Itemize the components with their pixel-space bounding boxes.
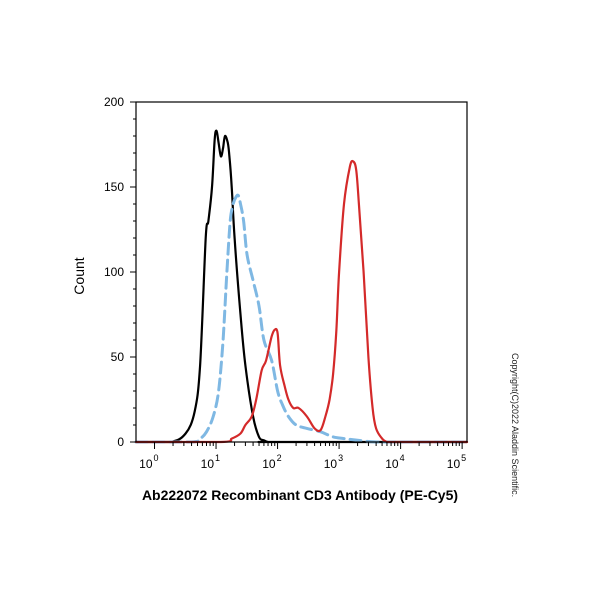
plot-frame <box>135 101 468 443</box>
y-axis-title: Count <box>71 257 87 294</box>
x-axis-title: Ab222072 Recombinant CD3 Antibody (PE-Cy… <box>142 487 458 503</box>
histogram-series-2 <box>134 193 469 444</box>
y-axis: 0 50 100 150 200 <box>104 95 136 449</box>
histogram-series-1 <box>134 129 469 444</box>
x-tick-exponent: 1 <box>215 453 220 463</box>
x-tick-base: 10 <box>201 457 215 471</box>
y-tick-label: 50 <box>111 350 125 364</box>
x-tick-base: 10 <box>139 457 153 471</box>
x-tick-label: 10 4 <box>385 453 404 471</box>
x-tick-exponent: 4 <box>400 453 405 463</box>
x-tick-exponent: 3 <box>338 453 343 463</box>
y-tick-label: 150 <box>104 180 124 194</box>
x-tick-base: 10 <box>385 457 399 471</box>
y-tick-label: 0 <box>117 435 124 449</box>
x-tick-label: 10 2 <box>262 453 281 471</box>
x-tick-exponent: 5 <box>461 453 466 463</box>
x-tick-label: 10 0 <box>139 453 158 471</box>
x-tick-exponent: 2 <box>277 453 282 463</box>
copyright-notice: Copyright(C)2022 Aladdin Scientific. <box>510 353 520 497</box>
histogram-curves <box>134 129 469 444</box>
x-tick-base: 10 <box>262 457 276 471</box>
y-tick-label: 200 <box>104 95 124 109</box>
x-tick-label: 10 3 <box>324 453 343 471</box>
y-tick-label: 100 <box>104 265 124 279</box>
x-tick-base: 10 <box>447 457 461 471</box>
x-tick-label: 10 1 <box>201 453 220 471</box>
histogram-series-3 <box>134 159 469 444</box>
x-tick-exponent: 0 <box>154 453 159 463</box>
x-axis: 10 0 10 1 10 2 10 3 10 4 10 5 <box>139 442 466 471</box>
x-tick-label: 10 5 <box>447 453 466 471</box>
x-tick-base: 10 <box>324 457 338 471</box>
